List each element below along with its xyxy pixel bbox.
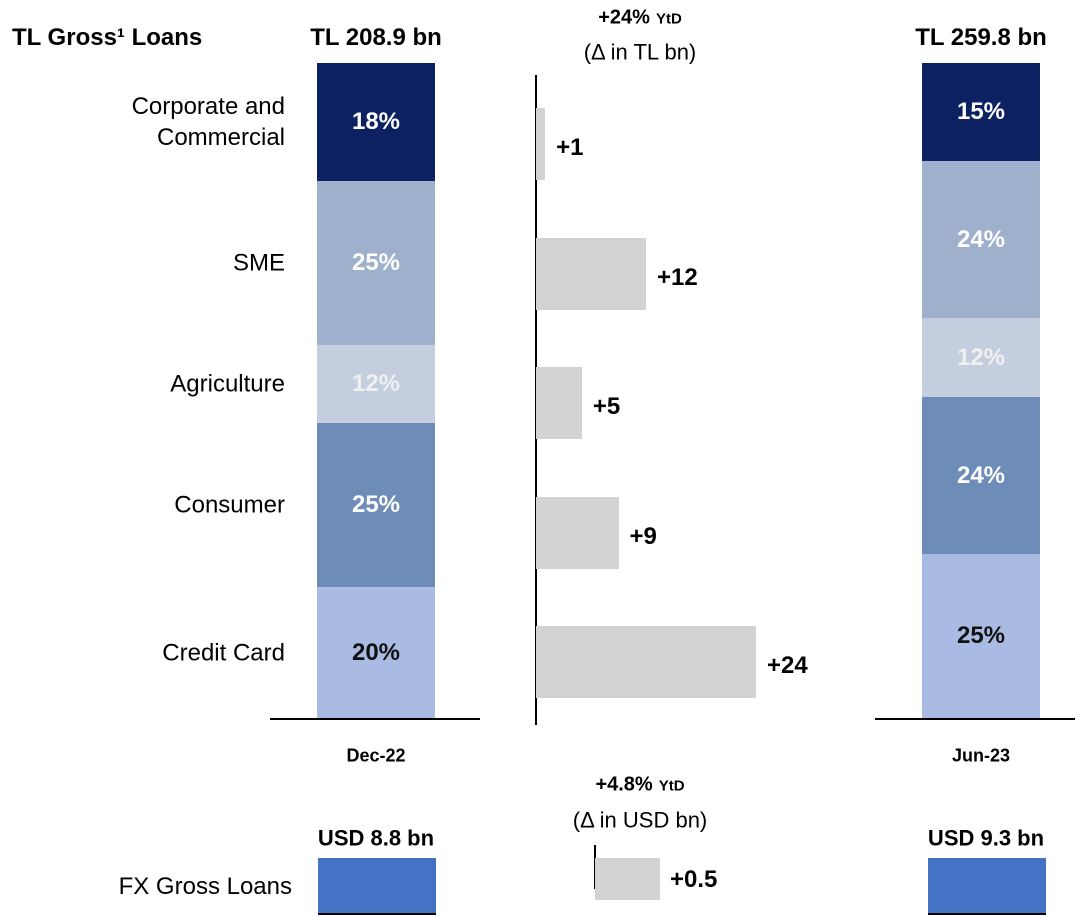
bar-segment: [317, 180, 435, 345]
category-label: FX Gross Loans: [118, 873, 292, 901]
fx-total-label: USD 8.8 bn: [317, 825, 435, 851]
segment-label: 12%: [956, 343, 1006, 371]
delta-bar: [536, 237, 646, 310]
segment-label: 24%: [956, 461, 1006, 489]
delta-title: +24%: [598, 6, 650, 29]
delta-bar: [536, 108, 546, 180]
delta-title-note: YtD: [658, 777, 685, 795]
total-label: TL 259.8 bn: [915, 24, 1047, 52]
category-label: Consumer: [174, 491, 285, 519]
delta-subtitle: (Δ in TL bn): [583, 39, 697, 65]
segment-label: 18%: [351, 108, 401, 136]
category-label: Credit Card: [162, 638, 285, 666]
segment-label: 15%: [956, 98, 1006, 126]
title-group: +4.8% YtD: [595, 774, 684, 797]
delta-label: +9: [629, 522, 657, 550]
bar-segment: [922, 161, 1040, 319]
delta-label: +1: [556, 134, 584, 162]
baseline: [270, 718, 480, 720]
baseline: [875, 718, 1075, 720]
delta-title: +4.8%: [595, 773, 653, 796]
segment-label: 20%: [351, 638, 401, 666]
chart-title: TL Gross¹ Loans: [12, 24, 203, 52]
period-label: Jun-23: [951, 745, 1011, 766]
segment-label: 25%: [956, 622, 1006, 650]
segment-label: 24%: [956, 226, 1006, 254]
bar-segment: [317, 587, 435, 718]
delta-bar: [536, 626, 756, 698]
bar-segment: [922, 318, 1040, 398]
fx-delta-label: +0.5: [670, 866, 718, 894]
fx-delta-bar: [595, 858, 660, 900]
fx-total-label: USD 9.3 bn: [927, 825, 1045, 851]
delta-label: +5: [592, 393, 621, 421]
baseline: [318, 913, 436, 915]
bar-segment: [317, 63, 435, 181]
fx-total-bar: [928, 858, 1046, 913]
segment-label: 25%: [351, 248, 401, 276]
category-label: Corporate and Commercial: [131, 92, 285, 151]
bar-segment: [922, 63, 1040, 162]
bar-segment: [317, 423, 435, 587]
bar-segment: [922, 554, 1040, 718]
category-label: Agriculture: [170, 370, 285, 398]
delta-bar: [536, 367, 582, 439]
title-group: +24% YtD: [598, 7, 682, 30]
delta-label: +24: [767, 652, 808, 680]
total-label: TL 208.9 bn: [310, 24, 442, 52]
segment-label: 12%: [351, 370, 401, 398]
period-label: Dec-22: [346, 745, 406, 766]
fx-total-bar: [318, 858, 436, 913]
delta-label: +12: [657, 263, 698, 291]
bar-segment: [317, 344, 435, 424]
fx-subtitle: (Δ in USD bn): [572, 807, 708, 833]
bar-segment: [922, 397, 1040, 555]
baseline: [928, 913, 1046, 915]
category-label: SME: [232, 249, 285, 277]
delta-bar: [536, 496, 619, 569]
delta-title-note: YtD: [655, 10, 682, 28]
segment-label: 25%: [351, 491, 401, 519]
